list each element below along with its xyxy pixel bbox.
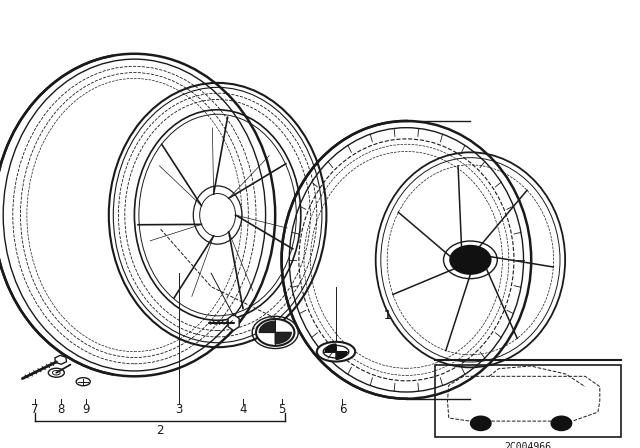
Text: 1: 1	[383, 309, 391, 323]
Text: 3: 3	[175, 403, 183, 417]
Circle shape	[450, 246, 491, 274]
Ellipse shape	[49, 368, 64, 377]
Text: 4: 4	[239, 403, 247, 417]
Circle shape	[256, 319, 294, 346]
Wedge shape	[259, 321, 275, 332]
Wedge shape	[275, 332, 291, 344]
Ellipse shape	[76, 378, 90, 386]
Circle shape	[551, 416, 572, 431]
Bar	[435, 365, 621, 437]
Text: 5: 5	[278, 403, 285, 417]
Text: 2C004966: 2C004966	[504, 442, 552, 448]
Text: 2: 2	[156, 424, 164, 438]
Polygon shape	[55, 355, 67, 364]
Circle shape	[470, 416, 491, 431]
Text: 6: 6	[339, 403, 346, 417]
Text: 7: 7	[31, 403, 39, 417]
Wedge shape	[336, 352, 347, 359]
Text: 1: 1	[383, 309, 391, 323]
Text: 8: 8	[57, 403, 65, 417]
Text: 9: 9	[83, 403, 90, 417]
Polygon shape	[228, 314, 239, 331]
Ellipse shape	[317, 342, 355, 362]
Wedge shape	[325, 344, 336, 352]
